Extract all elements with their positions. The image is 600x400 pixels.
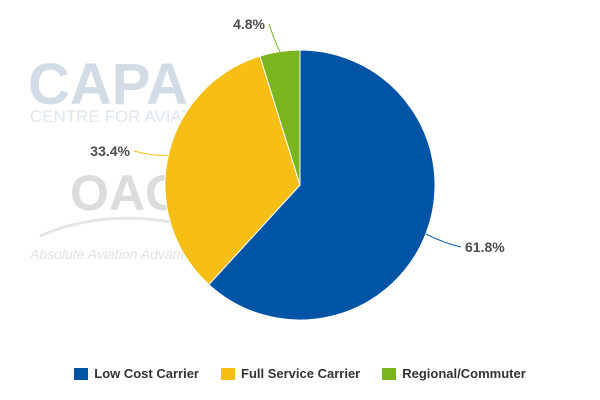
capa-watermark: CAPA CENTRE FOR AVIATION (28, 52, 221, 126)
data-label: 61.8% (465, 239, 505, 255)
legend-label: Full Service Carrier (241, 366, 361, 381)
data-label: 33.4% (90, 143, 130, 159)
legend-item: Regional/Commuter (382, 366, 526, 381)
pie-slice-regional-commuter (259, 49, 301, 186)
chart-legend: Low Cost Carrier Full Service Carrier Regi… (0, 366, 600, 381)
pie-data-labels: 61.8% 33.4% 4.8% (90, 16, 505, 255)
leader-line (133, 150, 169, 157)
legend-swatch (382, 367, 397, 380)
leader-line (425, 233, 462, 248)
legend-label: Regional/Commuter (402, 366, 526, 381)
legend-label: Low Cost Carrier (94, 366, 199, 381)
oag-watermark: OAG Absolute Aviation Advantage (29, 165, 208, 262)
leader-line (268, 23, 281, 52)
legend-item: Low Cost Carrier (74, 366, 199, 381)
data-label: 4.8% (233, 16, 265, 32)
pie-slices (164, 49, 436, 321)
legend-swatch (221, 367, 235, 380)
capa-subtitle-text: CENTRE FOR AVIATION (30, 107, 221, 126)
oag-tagline-text: Absolute Aviation Advantage (29, 246, 208, 262)
pie-slice-low-cost-carrier (208, 49, 436, 321)
pie-slice-full-service-carrier (164, 55, 301, 286)
legend-swatch (74, 367, 89, 380)
legend-item: Full Service Carrier (221, 366, 360, 381)
capa-logo-text: CAPA (28, 52, 188, 117)
pie-label-leaders (133, 23, 462, 248)
